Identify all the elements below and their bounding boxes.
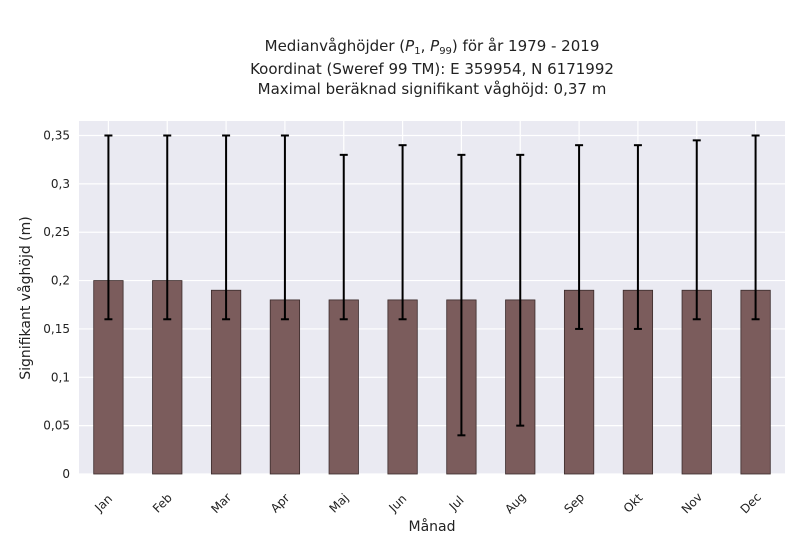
bar-apr [269,299,301,475]
title-p1-sub: 1 [414,46,420,57]
y-axis-label: Signifikant våghöjd (m) [17,216,34,379]
x-tick-label: Maj [327,491,352,516]
x-tick-label: Okt [621,491,646,516]
x-tick-label: Jun [385,492,409,516]
y-tick-label: 0,1 [51,370,70,384]
y-tick-label: 0,3 [51,177,70,191]
error-bars [104,134,760,437]
title-end: ) för år 1979 - 2019 [452,37,599,55]
chart-title: Medianvåghöjder (P1, P99) för år 1979 - … [250,37,614,98]
x-tick-label: Apr [268,491,293,516]
x-axis-label: Månad [409,518,456,535]
y-tick-label: 0 [62,467,70,481]
x-tick-label: Feb [150,491,175,516]
title-main: Medianvåghöjder ( [265,37,406,55]
title-line-3: Maximal beräknad signifikant våghöjd: 0,… [258,80,607,98]
bars [93,280,771,475]
x-tick-label: Dec [738,490,764,516]
title-p1-letter: P [405,37,415,55]
y-tick-label: 0,15 [43,322,70,336]
x-tick-label: Mar [208,490,234,516]
y-tick-label: 0,25 [43,225,70,239]
title-sep: , [421,37,431,55]
x-tick-label: Jan [91,492,115,516]
y-tick-label: 0,05 [43,419,70,433]
y-axis-ticks: 0 0,05 0,1 0,15 0,2 0,25 0,3 0,35 [43,129,70,481]
title-line-2: Koordinat (Sweref 99 TM): E 359954, N 61… [250,60,614,78]
y-tick-label: 0,35 [43,129,70,143]
x-tick-label: Aug [502,490,528,516]
title-line-1: Medianvåghöjder (P1, P99) för år 1979 - … [265,37,600,57]
bar-jan [93,280,124,475]
bar-jun [387,299,418,475]
x-tick-label: Sep [561,490,587,516]
plot-area [79,121,785,474]
x-axis-ticks: Jan Feb Mar Apr Maj Jun Jul Aug Sep Okt Nov Dec [91,490,764,516]
x-tick-label: Nov [679,490,705,516]
x-tick-label: Jul [446,493,467,514]
title-p99-sub: 99 [439,46,452,57]
y-tick-label: 0,2 [51,274,70,288]
bar-maj [328,299,359,475]
title-p99-letter: P [430,37,440,55]
